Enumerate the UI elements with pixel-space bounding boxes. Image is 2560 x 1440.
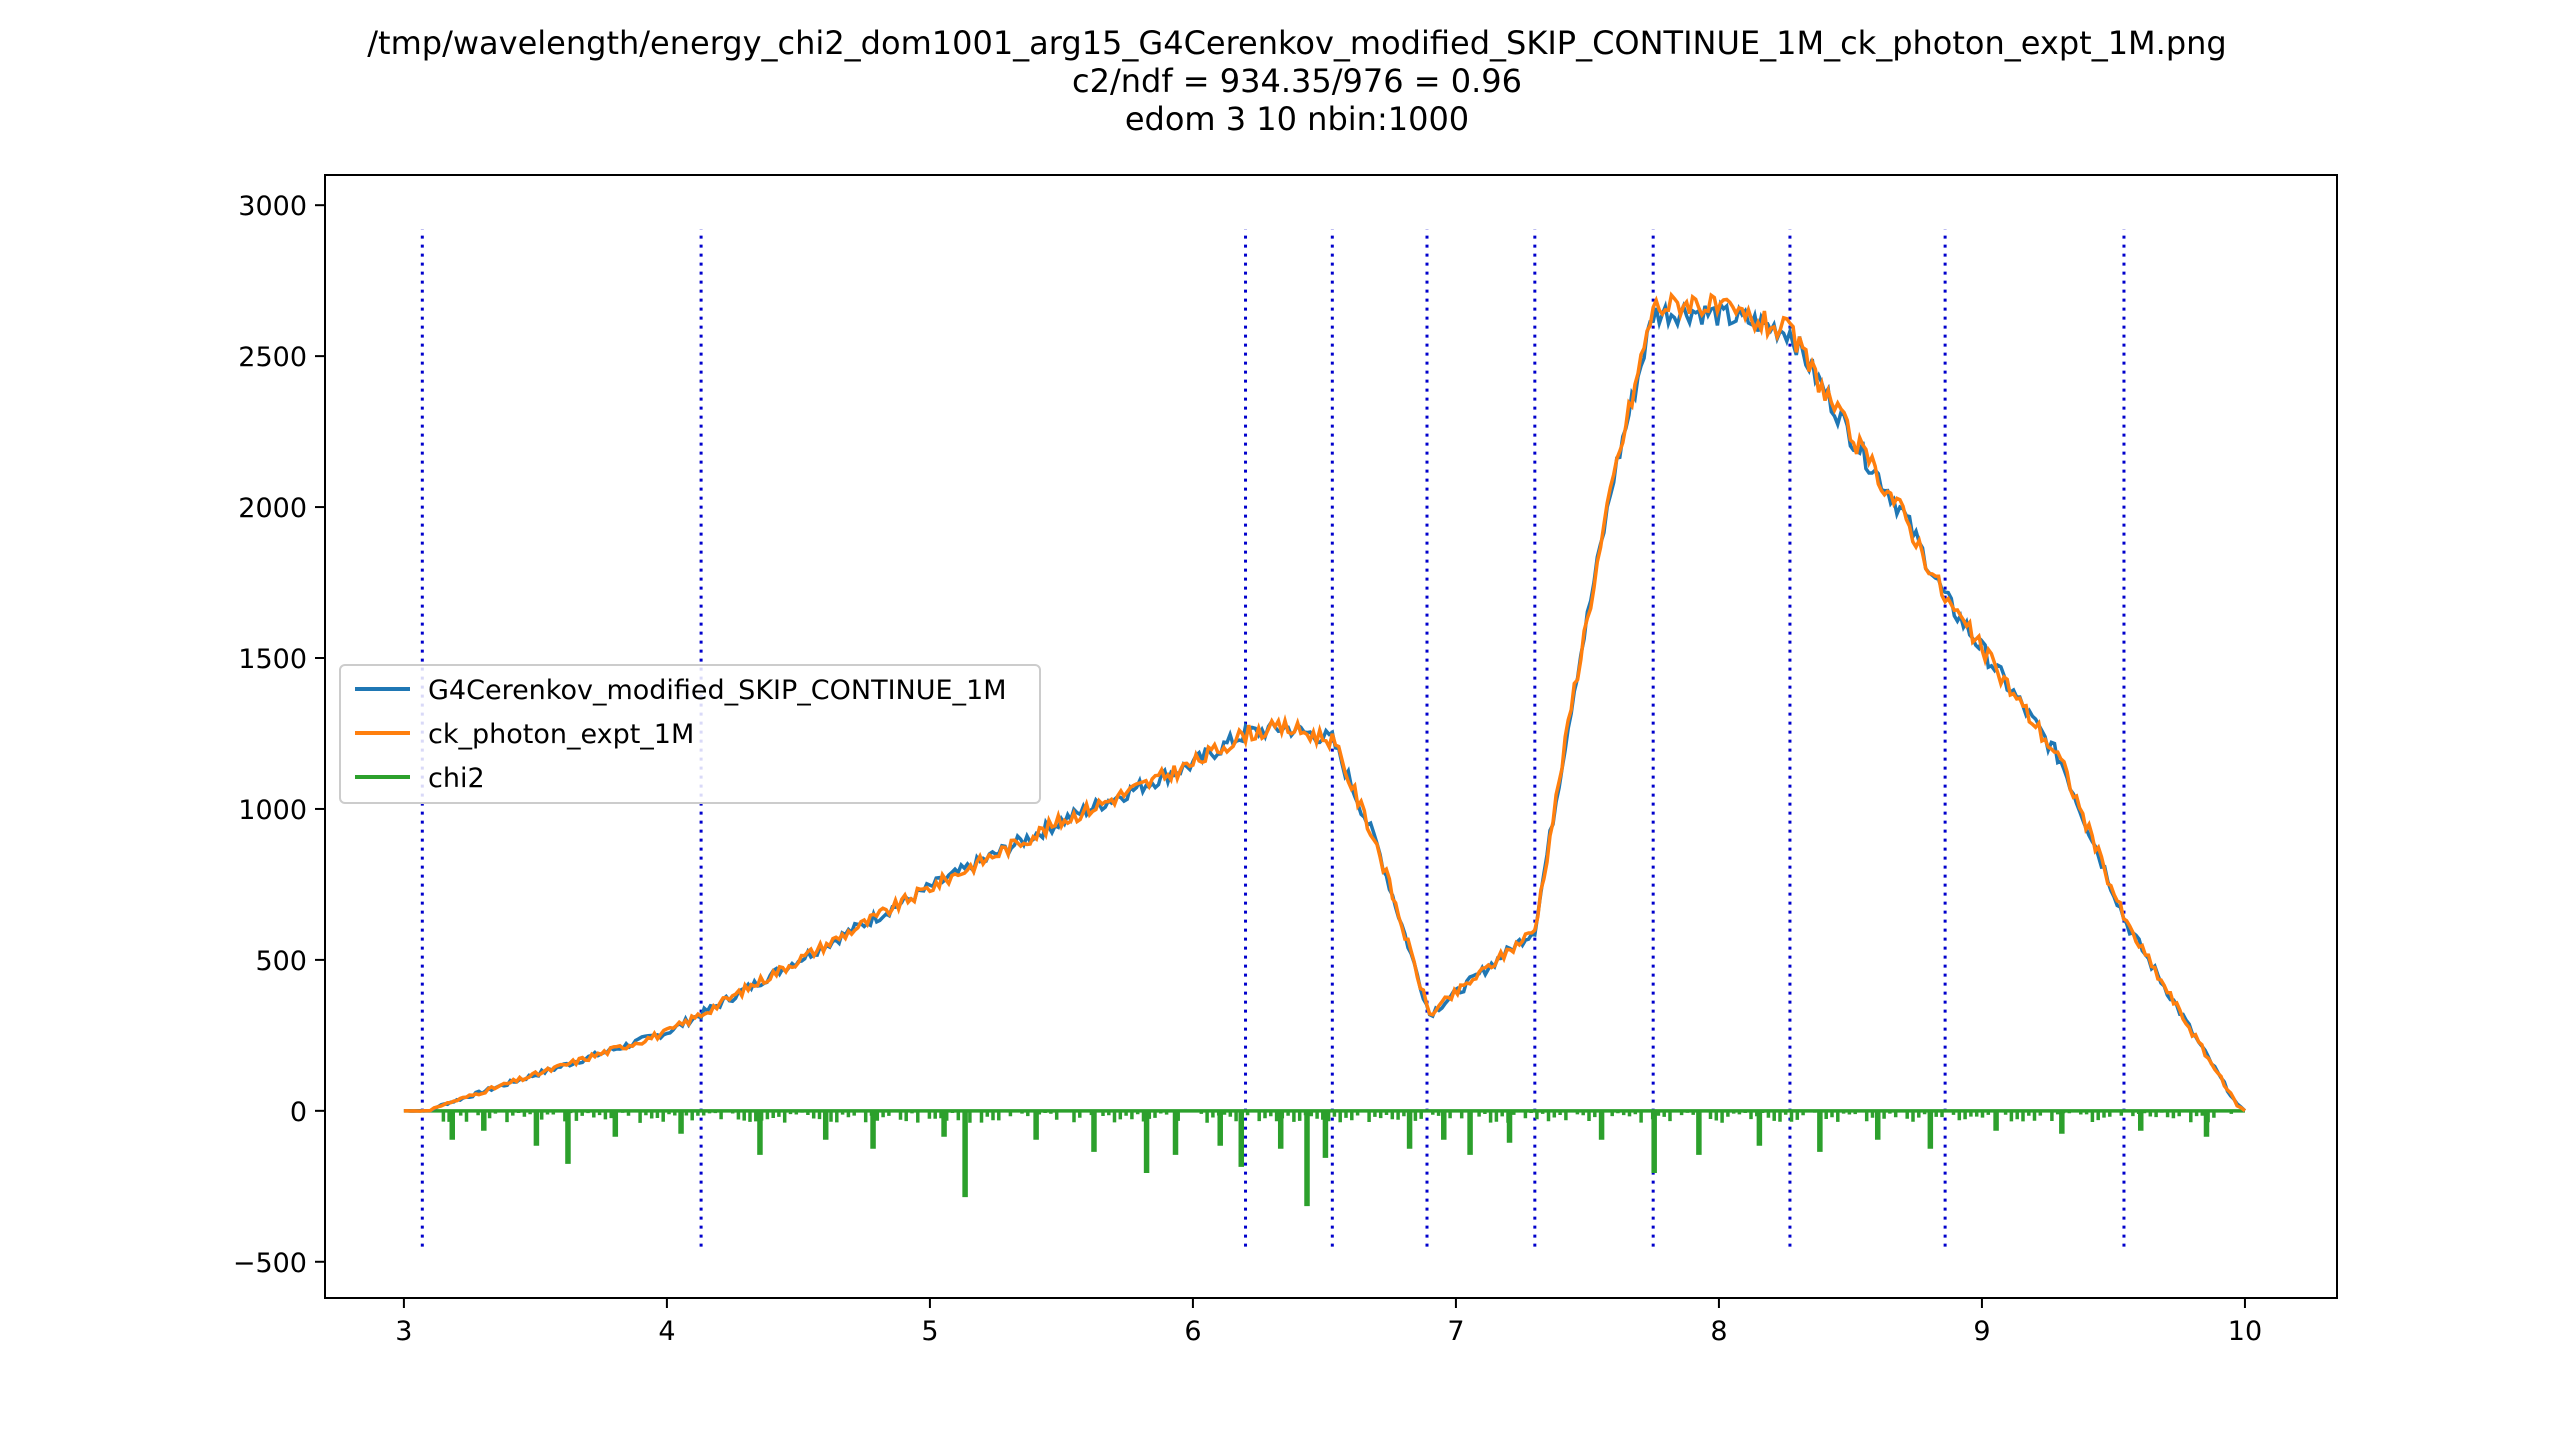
y-tick-label: 0 (290, 1097, 307, 1128)
x-tick-label: 6 (1184, 1316, 1201, 1347)
legend-label-chi2: chi2 (428, 763, 485, 794)
y-tick-label: 1500 (238, 644, 307, 675)
x-tick-label: 8 (1710, 1316, 1727, 1347)
plot-area: 3 4 5 6 7 8 9 10 −500 0 500 1000 1500 2000 2500 3000 (233, 174, 2338, 1347)
y-tick-label: 2500 (238, 342, 307, 373)
axes-frame (324, 174, 2338, 1299)
y-axis: −500 0 500 1000 1500 2000 2500 3000 (233, 191, 325, 1279)
series-lines (403, 291, 2247, 1207)
x-tick-label: 7 (1447, 1316, 1464, 1347)
series-line-chi2 (403, 1109, 2245, 1207)
x-axis: 3 4 5 6 7 8 9 10 (395, 1298, 2262, 1347)
x-tick-label: 10 (2228, 1316, 2262, 1347)
x-tick-label: 3 (395, 1316, 412, 1347)
y-tick-label: 1000 (238, 795, 307, 826)
x-tick-label: 4 (658, 1316, 675, 1347)
title-line-2: c2/ndf = 934.35/976 = 0.96 (1072, 62, 1522, 100)
legend: G4Cerenkov_modified_SKIP_CONTINUE_1M ck_… (339, 664, 1041, 804)
y-tick-label: −500 (233, 1248, 307, 1279)
x-tick-label: 5 (921, 1316, 938, 1347)
x-tick-label: 9 (1973, 1316, 1990, 1347)
y-tick-label: 500 (255, 946, 307, 977)
legend-label-g4cerenkov: G4Cerenkov_modified_SKIP_CONTINUE_1M (428, 675, 1007, 706)
legend-box (339, 664, 1041, 804)
series-line-ck-photon (403, 291, 2247, 1113)
y-tick-label: 2000 (238, 493, 307, 524)
chart-title: /tmp/wavelength/energy_chi2_dom1001_arg1… (367, 24, 2226, 138)
y-tick-label: 3000 (238, 191, 307, 222)
title-line-3: edom 3 10 nbin:1000 (1125, 100, 1469, 138)
title-line-1: /tmp/wavelength/energy_chi2_dom1001_arg1… (367, 24, 2226, 62)
reference-lines (420, 229, 2126, 1247)
legend-label-ck-photon: ck_photon_expt_1M (428, 719, 694, 750)
